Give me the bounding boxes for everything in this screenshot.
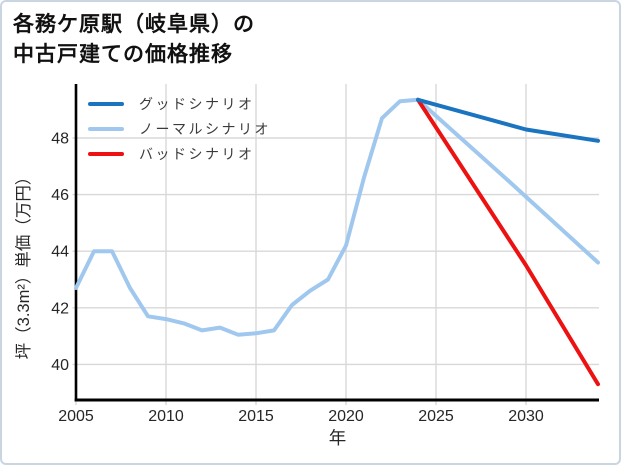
good-scenario-legend-swatch <box>88 102 124 106</box>
y-tick-label: 42 <box>51 300 69 317</box>
y-tick-label: 40 <box>51 357 69 374</box>
x-tick-label: 2020 <box>328 408 364 425</box>
x-axis-label: 年 <box>329 428 347 448</box>
bad-scenario-legend-label: バッドシナリオ <box>139 146 255 162</box>
x-tick-label: 2015 <box>238 408 274 425</box>
good-scenario-legend-label: グッドシナリオ <box>139 96 255 112</box>
normal-scenario-line <box>74 97 600 337</box>
chart-title-line1: 各務ケ原駅（岐阜県）の <box>13 13 255 36</box>
bad-scenario-line <box>416 97 600 387</box>
x-tick-label: 2010 <box>148 408 184 425</box>
normal-scenario-legend-swatch <box>88 127 124 131</box>
x-tick-label: 2030 <box>508 408 544 425</box>
good-scenario-line <box>416 97 600 143</box>
normal-scenario-legend-label: ノーマルシナリオ <box>139 121 271 137</box>
x-tick-label: 2025 <box>418 408 454 425</box>
chart-legend: グッドシナリオ ノーマルシナリオ バッドシナリオ <box>88 95 271 163</box>
chart-title: 各務ケ原駅（岐阜県）の 中古戸建ての価格推移 <box>13 10 255 71</box>
bad-scenario-legend-swatch <box>88 152 124 156</box>
y-axis-label: 坪（3.3m²）単価（万円） <box>14 169 33 360</box>
y-tick-label: 46 <box>51 187 69 204</box>
chart-title-line2: 中古戸建ての価格推移 <box>13 43 233 67</box>
legend-item-good-scenario: グッドシナリオ <box>88 95 271 113</box>
y-tick-label: 44 <box>51 244 69 261</box>
y-tick-label: 48 <box>51 131 69 148</box>
legend-item-bad-scenario: バッドシナリオ <box>88 145 271 163</box>
x-tick-label: 2005 <box>58 408 94 425</box>
legend-item-normal-scenario: ノーマルシナリオ <box>88 120 271 138</box>
